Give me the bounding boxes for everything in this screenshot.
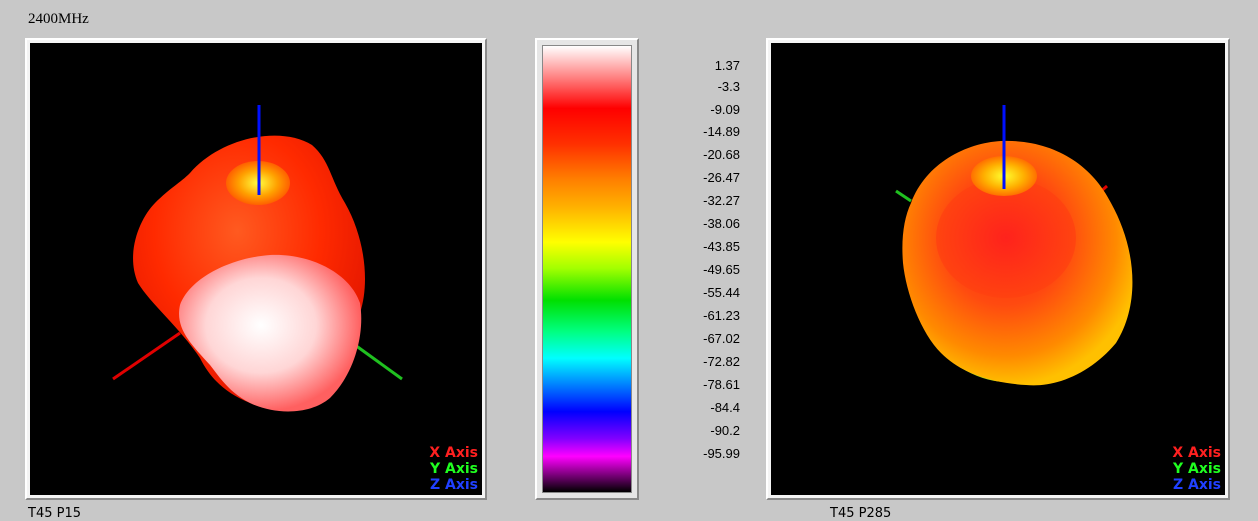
y-axis-line	[895, 189, 912, 203]
legend-z-axis: Z Axis	[429, 477, 478, 493]
legend-z-axis: Z Axis	[1172, 477, 1221, 493]
left-axis-legend: X Axis Y Axis Z Axis	[429, 445, 478, 493]
colorbar-tick: -72.82	[703, 354, 740, 369]
left-3d-viewport[interactable]: X Axis Y Axis Z Axis	[30, 43, 482, 495]
legend-y-axis: Y Axis	[1172, 461, 1221, 477]
left-3d-view-frame: X Axis Y Axis Z Axis	[25, 38, 487, 500]
colorbar-tick: -84.4	[710, 400, 740, 415]
colorbar-tick: -61.23	[703, 308, 740, 323]
colorbar-tick: -14.89	[703, 124, 740, 139]
color-scale-bar	[542, 45, 632, 493]
colorbar-tick: -43.85	[703, 239, 740, 254]
colorbar-tick: -20.68	[703, 147, 740, 162]
colorbar-frame	[535, 38, 639, 500]
left-view-caption: T45 P15	[28, 506, 81, 521]
colorbar-tick: -67.02	[703, 331, 740, 346]
left-radiation-pattern	[112, 105, 403, 412]
frequency-label: 2400MHz	[28, 11, 89, 27]
colorbar-tick: -90.2	[710, 423, 740, 438]
colorbar-tick: -26.47	[703, 170, 740, 185]
lobe-white	[179, 254, 362, 412]
colorbar-tick: -49.65	[703, 262, 740, 277]
colorbar-tick: 1.37	[714, 58, 740, 73]
right-view-caption: T45 P285	[830, 506, 892, 521]
colorbar-tick: -9.09	[710, 102, 740, 117]
y-axis-line	[354, 343, 403, 381]
right-axis-legend: X Axis Y Axis Z Axis	[1172, 445, 1221, 493]
colorbar-tick: -95.99	[703, 446, 740, 461]
legend-x-axis: X Axis	[429, 445, 478, 461]
legend-y-axis: Y Axis	[429, 461, 478, 477]
colorbar-tick: -78.61	[703, 377, 740, 392]
colorbar-tick: -55.44	[703, 285, 740, 300]
right-3d-view-frame: X Axis Y Axis Z Axis	[766, 38, 1230, 500]
right-radiation-pattern	[895, 105, 1133, 386]
colorbar-tick: -38.06	[703, 216, 740, 231]
lobe-center	[936, 178, 1076, 298]
x-axis-line	[112, 331, 181, 381]
legend-x-axis: X Axis	[1172, 445, 1221, 461]
right-3d-viewport[interactable]: X Axis Y Axis Z Axis	[771, 43, 1225, 495]
colorbar-tick: -3.3	[717, 79, 740, 94]
colorbar-tick: -32.27	[703, 193, 740, 208]
